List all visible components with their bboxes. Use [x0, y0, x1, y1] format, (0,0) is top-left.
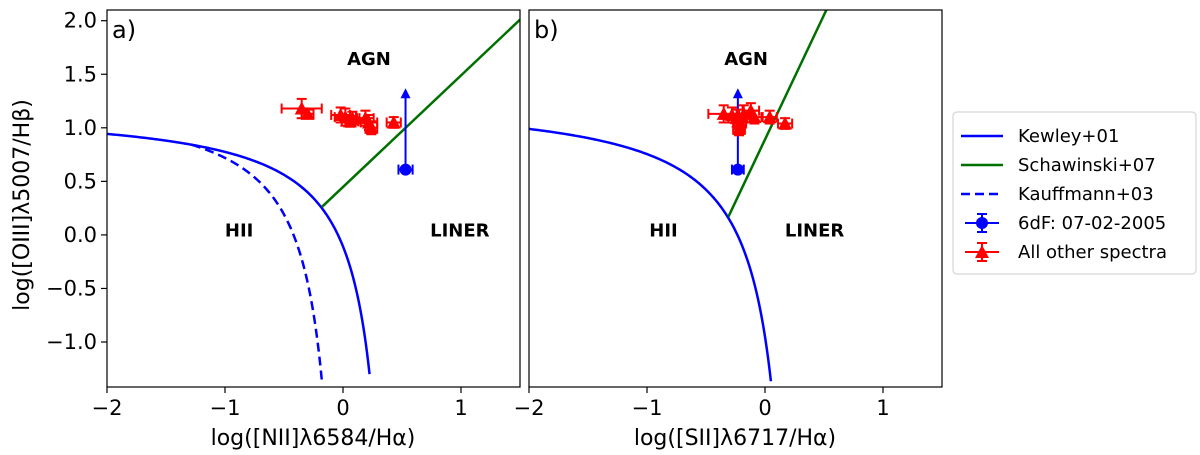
- panel-a-y-tick-label: −1.0: [46, 330, 97, 354]
- panel-b-region-label-liner: LINER: [785, 221, 845, 242]
- triangle-marker: [716, 106, 731, 120]
- triangle-marker: [747, 110, 762, 124]
- panel-b-region-labels: AGN HII LINER: [649, 49, 844, 241]
- panel-a: −2 −1 0 1 −1.0 −0.5 0.0 0.5 1.0 1.5 2.0 a) AGN HII L…: [10, 9, 521, 451]
- triangle-marker: [732, 121, 747, 135]
- legend-entry-all-other-spectra: All other spectra: [965, 242, 1167, 263]
- triangle-marker: [294, 101, 309, 115]
- panel-a-frame: [106, 9, 521, 388]
- triangle-marker: [343, 114, 358, 128]
- legend-label: Kewley+01: [1018, 126, 1119, 147]
- panel-a-spectrum-point: [385, 115, 402, 129]
- circle-marker: [731, 163, 744, 176]
- panel-b-spectrum-point: [707, 104, 741, 124]
- legend-triangle-marker: [975, 245, 989, 258]
- circle-marker: [399, 163, 412, 176]
- triangle-marker: [778, 116, 793, 130]
- panel-b-spectrum-point: [776, 116, 794, 130]
- legend-circle-marker: [976, 217, 988, 229]
- panel-a-y-tick-label: 1.0: [64, 116, 97, 140]
- panel-b-curves: [529, 10, 828, 382]
- panel-a-points: [280, 88, 414, 176]
- panel-a-y-tick-label: 2.0: [64, 9, 97, 33]
- panel-b: −2 −1 0 1 b) AGN HII LINER log([SII]λ6717/Hα): [514, 9, 943, 451]
- legend-entry-kewley-01: Kewley+01: [961, 126, 1119, 147]
- legend-entry-6df-07-02-2005: 6dF: 07-02-2005: [965, 213, 1166, 234]
- legend-label: 6dF: 07-02-2005: [1018, 213, 1166, 234]
- legend-entry-schawinski-07: Schawinski+07: [961, 155, 1156, 176]
- panel-a-y-tick-label: 1.5: [64, 62, 97, 86]
- panel-a-region-label-liner: LINER: [430, 221, 490, 242]
- triangle-marker: [762, 110, 777, 124]
- panel-a-x-axis-label: log([NII]λ6584/Hα): [211, 426, 416, 451]
- panel-b-spectrum-point: [761, 109, 778, 125]
- panel-a-x-tick-label: 1: [454, 396, 467, 420]
- panel-a-region-labels: AGN HII LINER: [225, 49, 490, 241]
- panel-b-x-tick-label: −1: [632, 396, 663, 420]
- triangle-marker: [386, 115, 401, 129]
- panel-a-curve-kewley-01: [107, 132, 371, 375]
- panel-a-curve-kauffmann-03: [191, 143, 324, 380]
- legend-label: All other spectra: [1018, 242, 1167, 263]
- panel-b-x-tick-label: 0: [758, 396, 771, 420]
- panel-b-spectrum-point: [746, 109, 763, 125]
- panel-a-curve-schawinski-07: [320, 18, 520, 208]
- limit-arrow-head: [400, 88, 411, 99]
- legend-label: Schawinski+07: [1018, 155, 1156, 176]
- panel-b-ticks: −2 −1 0 1: [514, 387, 890, 420]
- triangle-marker: [364, 120, 379, 134]
- legend-entry-kauffmann-03: Kauffmann+03: [961, 184, 1154, 205]
- panel-a-y-tick-label: 0.5: [64, 169, 97, 193]
- panel-a-spectrum-point: [300, 106, 315, 120]
- panel-b-curve-kewley-01: [529, 127, 773, 382]
- panel-a-curves: [107, 18, 520, 380]
- panel-a-y-axis-label: log([OIII]λ5007/Hβ): [10, 99, 35, 311]
- panel-b-spectrum-point: [732, 121, 747, 137]
- panel-a-region-label-hii: HII: [225, 221, 253, 242]
- panel-a-x-tick-label: −2: [92, 396, 123, 420]
- limit-arrow-head: [732, 88, 743, 99]
- triangle-marker: [300, 106, 315, 120]
- panel-b-x-tick-label: −2: [514, 396, 545, 420]
- panel-a-ticks: −2 −1 0 1 −1.0 −0.5 0.0 0.5 1.0 1.5 2.0: [46, 9, 468, 420]
- panel-a-y-tick-label: −0.5: [46, 276, 97, 300]
- panel-b-frame: [528, 9, 943, 388]
- panel-b-x-tick-label: 1: [876, 396, 889, 420]
- legend-label: Kauffmann+03: [1018, 184, 1154, 205]
- panel-b-region-label-hii: HII: [649, 221, 677, 242]
- panel-a-label: a): [112, 16, 136, 44]
- panel-b-points: [707, 88, 794, 176]
- panel-b-label: b): [534, 16, 559, 44]
- panel-a-spectrum-point: [364, 120, 379, 136]
- panel-b-x-axis-label: log([SII]λ6717/Hα): [634, 426, 836, 451]
- legend-frame: [952, 111, 1197, 275]
- panel-a-region-label-agn: AGN: [347, 49, 391, 70]
- panel-a-y-tick-label: 0.0: [64, 223, 97, 247]
- panel-b-region-label-agn: AGN: [724, 49, 768, 70]
- panel-a-x-tick-label: −1: [210, 396, 241, 420]
- panel-a-6df-point: [397, 88, 414, 176]
- legend: Kewley+01 Schawinski+07 Kauffmann+03 6dF: 0…: [952, 111, 1197, 275]
- panel-a-x-tick-label: 0: [336, 396, 349, 420]
